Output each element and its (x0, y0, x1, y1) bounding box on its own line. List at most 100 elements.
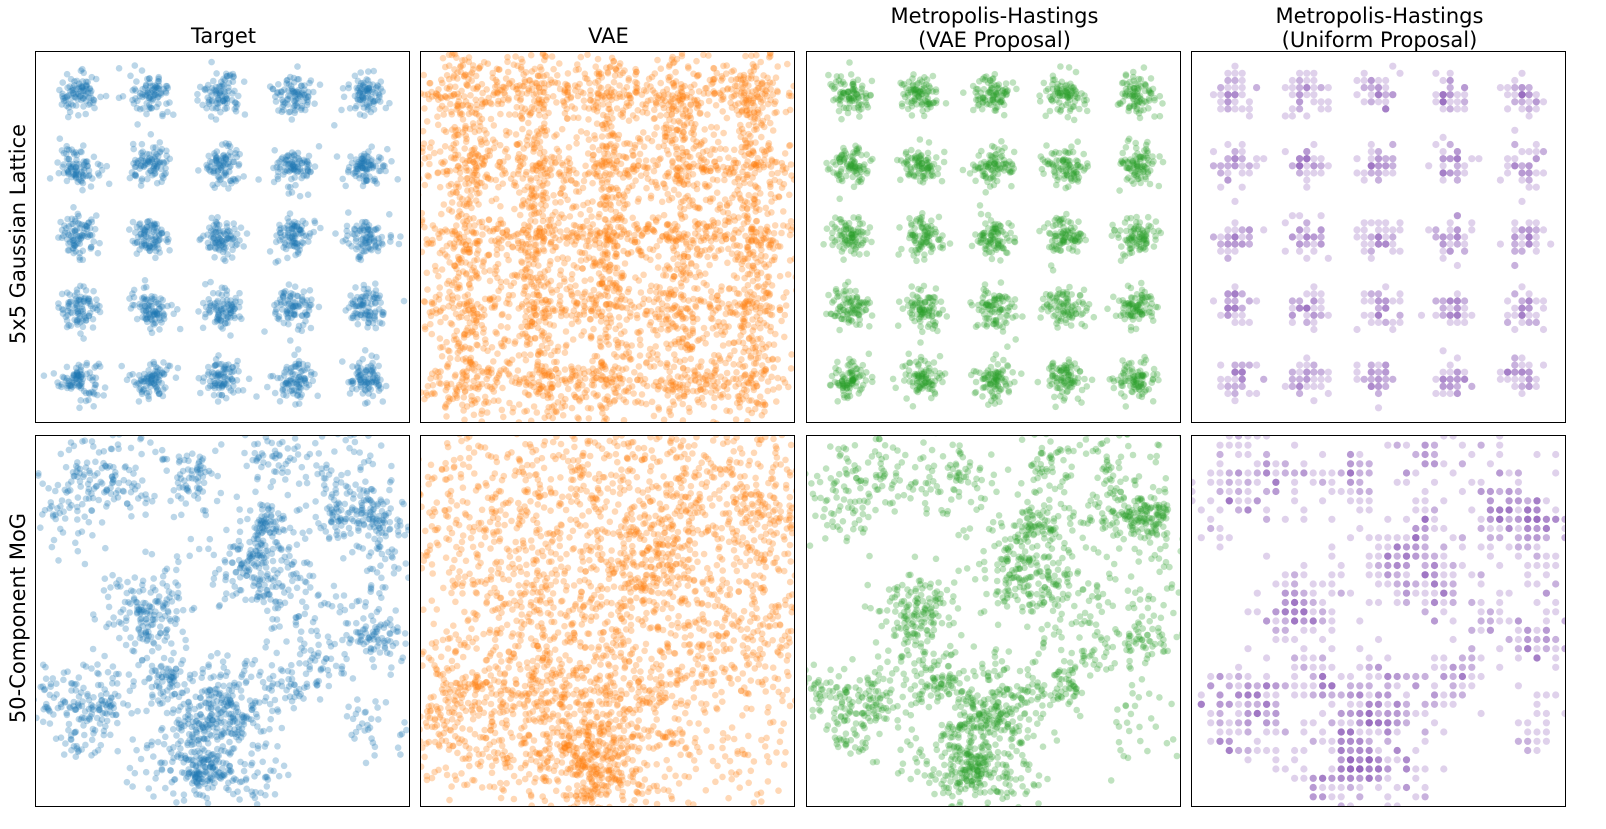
scatter-point (211, 380, 219, 387)
scatter-point (478, 141, 485, 148)
scatter-point (62, 313, 70, 321)
scatter-point (478, 80, 486, 88)
scatter-point (505, 96, 512, 104)
scatter-point (379, 163, 387, 170)
scatter-point (598, 186, 605, 193)
scatter-point (470, 146, 477, 154)
scatter-point (558, 306, 566, 314)
scatter-point (552, 234, 559, 242)
scatter-point (205, 363, 212, 371)
scatter-point (150, 89, 158, 96)
scatter-point (67, 382, 75, 389)
scatter-point (379, 311, 386, 318)
scatter-point (219, 81, 227, 88)
scatter-point (65, 162, 73, 170)
scatter-point (83, 225, 91, 233)
scatter-point (551, 408, 558, 416)
scatter-point (228, 96, 236, 104)
scatter-point (572, 393, 579, 401)
scatter-point (503, 251, 511, 259)
scatter-point (144, 296, 151, 303)
scatter-point (654, 264, 662, 271)
scatter-point (486, 147, 494, 155)
scatter-point (369, 161, 377, 169)
scatter-point (227, 148, 234, 156)
scatter-point (443, 280, 451, 287)
scatter-point (211, 300, 219, 307)
scatter-point (527, 417, 535, 422)
scatter-point (550, 322, 558, 329)
scatter-point (541, 228, 548, 235)
scatter-point (264, 383, 271, 391)
scatter-point (357, 379, 365, 386)
scatter-point (370, 67, 378, 75)
scatter-point (452, 310, 460, 318)
scatter-point (500, 158, 507, 165)
scatter-point (238, 315, 245, 323)
scatter-point (302, 380, 310, 387)
scatter-point (139, 93, 146, 101)
scatter-point (473, 240, 480, 247)
scatter-point (360, 79, 368, 87)
scatter-point (223, 73, 231, 80)
scatter-point (738, 356, 745, 363)
scatter-point (151, 236, 158, 244)
scatter-point (687, 355, 695, 363)
scatter-point (284, 87, 292, 94)
scatter-point (450, 155, 458, 162)
scatter-point (345, 167, 352, 174)
scatter-point (776, 272, 784, 280)
scatter-point (78, 178, 85, 185)
scatter-point (156, 326, 163, 333)
scatter-point (132, 172, 139, 179)
scatter-point (519, 226, 527, 234)
scatter-point (297, 373, 304, 380)
scatter-point (784, 60, 791, 68)
scatter-point (474, 395, 481, 403)
scatter-point (217, 175, 225, 183)
scatter-point (535, 292, 542, 299)
scatter-point (373, 84, 380, 91)
scatter-point (722, 310, 730, 318)
scatter-point (488, 197, 496, 205)
scatter-point (229, 303, 236, 311)
scatter-point (236, 237, 243, 244)
scatter-point (481, 400, 488, 407)
scatter-point (723, 114, 731, 122)
scatter-point (473, 101, 481, 109)
scatter-point (349, 377, 357, 385)
scatter-point (214, 369, 222, 377)
scatter-point (82, 222, 90, 230)
scatter-point (497, 284, 505, 291)
scatter-point (271, 301, 278, 309)
scatter-point (465, 307, 472, 314)
scatter-point (363, 166, 370, 173)
scatter-point (277, 374, 284, 382)
scatter-point (460, 247, 467, 255)
scatter-point (479, 231, 486, 238)
scatter-point (215, 83, 223, 90)
scatter-point (163, 158, 170, 165)
scatter-point (542, 297, 549, 304)
scatter-point (159, 296, 166, 304)
scatter-point (208, 214, 215, 222)
scatter-point (82, 397, 90, 405)
scatter-point (520, 226, 527, 234)
scatter-point (218, 291, 226, 299)
scatter-point (217, 78, 225, 86)
scatter-point (454, 349, 462, 357)
scatter-point (129, 140, 137, 148)
scatter-point (360, 153, 368, 160)
scatter-point (650, 167, 658, 175)
scatter-point (284, 183, 292, 191)
scatter-point (377, 85, 385, 92)
scatter-point (83, 97, 90, 105)
scatter-point (664, 190, 671, 198)
scatter-point (76, 404, 83, 412)
scatter-point (294, 75, 301, 83)
scatter-point (767, 190, 775, 198)
scatter-point (528, 280, 536, 288)
scatter-point (143, 91, 150, 98)
scatter-point (365, 239, 372, 246)
scatter-point (68, 173, 75, 181)
